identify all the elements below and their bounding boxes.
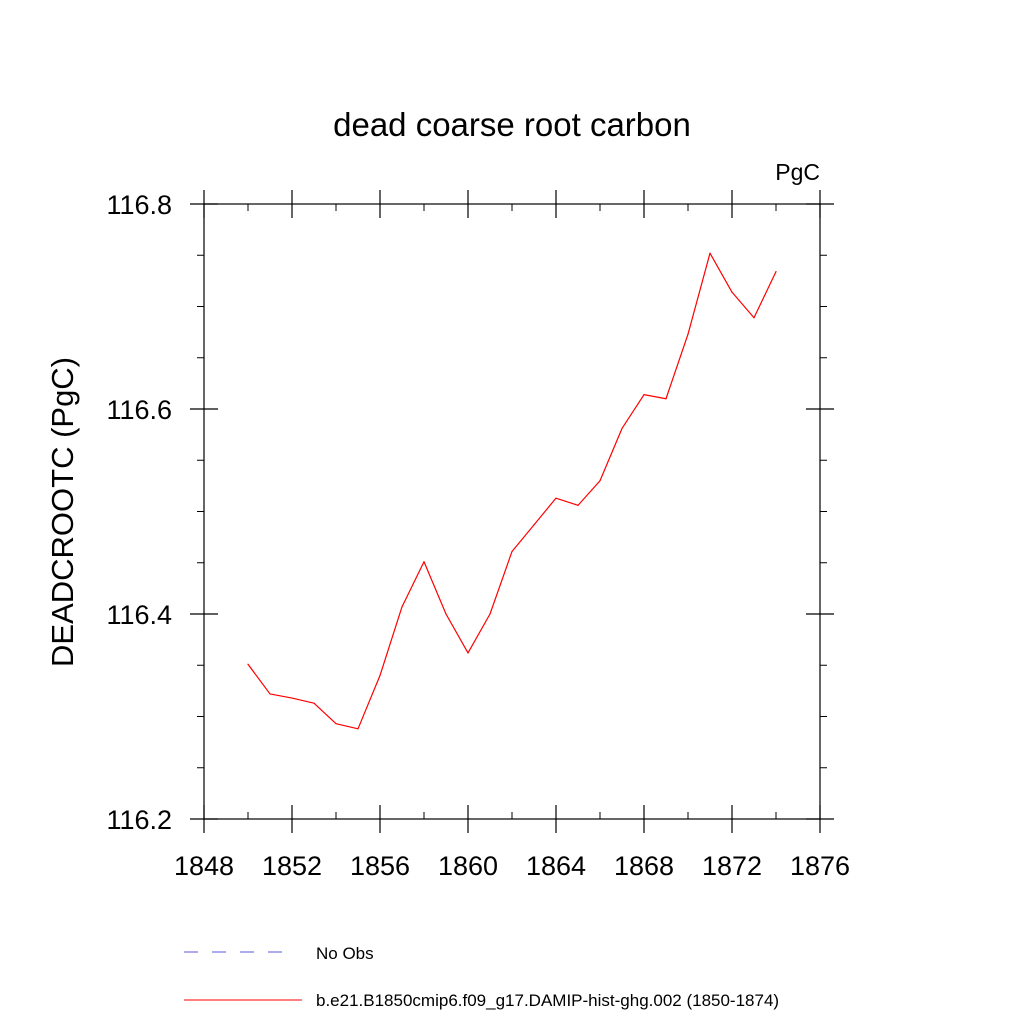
- data-point: [621, 427, 623, 430]
- legend-label-series-0: b.e21.B1850cmip6.f09_g17.DAMIP-hist-ghg.…: [316, 991, 779, 1010]
- data-point: [247, 663, 249, 665]
- data-point: [423, 561, 425, 563]
- data-point: [335, 723, 337, 725]
- data-point: [665, 398, 667, 400]
- data-point: [599, 480, 601, 482]
- data-point: [291, 697, 293, 699]
- x-axis-ticks: [203, 190, 821, 833]
- y-tick-label: 116.4: [106, 600, 172, 630]
- x-tick-label: 1864: [526, 851, 586, 881]
- data-point: [269, 693, 271, 695]
- data-point: [401, 606, 403, 608]
- x-tick-label: 1868: [614, 851, 674, 881]
- x-tick-label: 1860: [438, 851, 498, 881]
- series-line-0: [247, 252, 777, 730]
- y-tick-label: 116.6: [106, 395, 172, 425]
- data-point: [577, 504, 579, 506]
- plot-frame: [203, 203, 821, 820]
- chart-title: dead coarse root carbon: [333, 106, 691, 143]
- data-point: [731, 291, 733, 293]
- series-layer: [247, 252, 777, 730]
- y-tick-label: 116.8: [106, 190, 172, 220]
- data-point: [379, 674, 381, 677]
- units-label: PgC: [775, 159, 820, 185]
- x-tick-label: 1876: [790, 851, 850, 881]
- data-point: [533, 524, 535, 526]
- data-point: [775, 271, 777, 273]
- legend: No Obs b.e21.B1850cmip6.f09_g17.DAMIP-hi…: [184, 944, 779, 1010]
- x-tick-label: 1856: [350, 851, 410, 881]
- data-point: [467, 652, 469, 654]
- y-axis-tick-labels: 116.2 116.4 116.6 116.8: [106, 190, 172, 835]
- data-point: [709, 252, 711, 254]
- data-point: [313, 702, 315, 704]
- y-axis-label: DEADCROOTC (PgC): [45, 357, 80, 667]
- data-point: [511, 550, 513, 553]
- data-point: [357, 728, 359, 730]
- data-point: [643, 394, 645, 396]
- data-point: [489, 613, 491, 615]
- x-tick-label: 1872: [702, 851, 762, 881]
- legend-label-no-obs: No Obs: [316, 944, 374, 963]
- y-axis-ticks: [190, 203, 834, 820]
- data-point: [555, 497, 557, 499]
- x-tick-label: 1848: [174, 851, 234, 881]
- data-point: [687, 333, 689, 335]
- x-axis-tick-labels: 1848 1852 1856 1860 1864 1868 1872 1876: [174, 851, 850, 881]
- data-point: [445, 613, 447, 615]
- y-tick-label: 116.2: [106, 805, 172, 835]
- x-tick-label: 1852: [262, 851, 322, 881]
- data-point: [753, 317, 755, 319]
